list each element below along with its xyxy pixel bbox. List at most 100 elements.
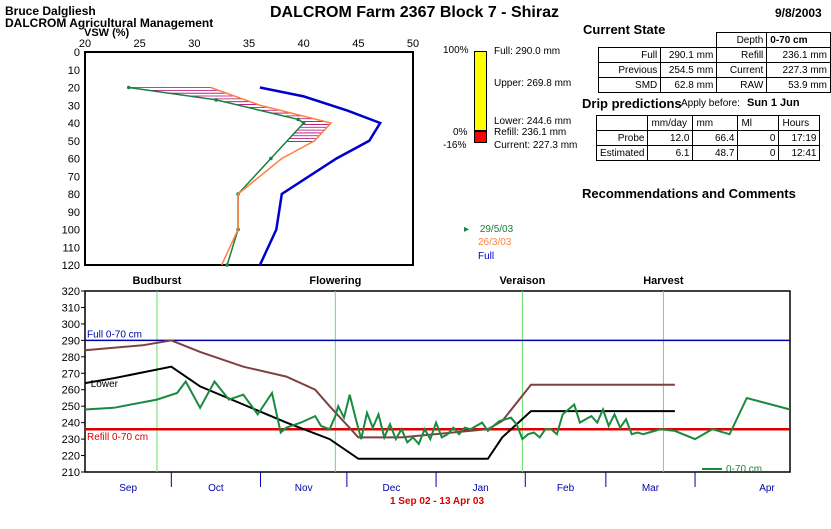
soil-profile-chart: VSW (%) 20 25 30 35 40 45 50 0 10 20 30 40 50 60 70 80… <box>62 27 419 272</box>
recommendations-heading: Recommendations and Comments <box>582 186 796 201</box>
profile-series-line <box>258 86 383 266</box>
y-tick-label: 300 <box>62 319 80 331</box>
month-label: Sep <box>119 483 137 494</box>
gauge-upper-label: Upper: 269.8 mm <box>494 78 572 89</box>
depth-label: Depth <box>716 32 768 48</box>
state-value: 236.1 mm <box>766 47 831 63</box>
y-tick-label: 80 <box>68 189 80 201</box>
gauge-lower-label: Lower: 244.6 mm <box>494 116 572 127</box>
state-label: Current <box>716 62 768 78</box>
gauge-deficit-zone <box>474 131 487 143</box>
profile-x-ticks: 20 25 30 35 40 45 50 <box>79 38 419 50</box>
page-title: DALCROM Farm 2367 Block 7 - Shiraz <box>270 4 559 21</box>
profile-series-line <box>210 86 333 266</box>
row-label: Estimated <box>595 145 649 161</box>
legend-marker-icon: ▸ <box>464 224 470 235</box>
current-state-heading: Current State <box>583 22 666 37</box>
state-label: Refill <box>716 47 768 63</box>
organisation-name: DALCROM Agricultural Management <box>5 16 214 30</box>
event-label: Budburst <box>132 275 181 287</box>
y-tick-label: 70 <box>68 171 80 183</box>
series-label: Lower <box>91 379 119 390</box>
profile-point <box>214 98 218 102</box>
month-label: Dec <box>383 483 401 494</box>
month-label: Apr <box>759 483 775 494</box>
timeseries-series: Lower <box>84 339 791 460</box>
drip-predictions-heading: Drip predictions <box>582 96 682 111</box>
x-tick-label: 45 <box>352 38 364 50</box>
timeseries-plot-frame <box>84 290 791 473</box>
reference-label: Full 0-70 cm <box>87 329 142 340</box>
drip-cell: 0 <box>737 145 780 161</box>
profile-hatch <box>128 87 330 142</box>
report-date: 9/8/2003 <box>775 6 822 20</box>
column-header: Ml <box>737 115 780 131</box>
x-tick-label: 20 <box>79 38 91 50</box>
drip-cell: 48.7 <box>692 145 739 161</box>
profile-point <box>296 117 301 122</box>
state-value: 290.1 mm <box>660 47 718 63</box>
depth-value: 0-70 cm <box>766 32 831 48</box>
state-label: RAW <box>716 77 768 93</box>
state-value: 62.8 mm <box>660 77 718 93</box>
gauge-pct-bottom: -16% <box>443 140 467 151</box>
gauge-current-label: Current: 227.3 mm <box>494 140 578 151</box>
drip-cell: 12:41 <box>778 145 821 161</box>
date-range-label: 1 Sep 02 - 13 Apr 03 <box>390 496 485 507</box>
y-tick-label: 250 <box>62 401 80 413</box>
y-tick-label: 320 <box>62 286 80 298</box>
state-label: SMD <box>597 77 662 93</box>
y-tick-label: 90 <box>68 207 80 219</box>
profile-point <box>301 121 306 125</box>
timeseries-line <box>84 379 791 446</box>
y-tick-label: 120 <box>62 260 80 272</box>
user-name: Bruce Dalgliesh <box>5 4 96 18</box>
event-label: Harvest <box>643 275 684 287</box>
y-tick-label: 280 <box>62 352 80 364</box>
apply-before-date: Sun 1 Jun <box>747 97 800 109</box>
y-tick-label: 110 <box>62 242 80 254</box>
state-value: 254.5 mm <box>660 62 718 78</box>
column-header: mm/day <box>647 115 694 131</box>
apply-before-label: Apply before: <box>681 98 740 109</box>
x-tick-label: 25 <box>134 38 146 50</box>
legend-item-previous-reading: 26/3/03 <box>478 237 512 248</box>
y-tick-label: 60 <box>68 154 80 166</box>
soil-water-timeseries-chart: 210 220 230 240 250 260 270 280 290 300 310 320 Bud… <box>62 275 791 507</box>
gauge-full-label: Full: 290.0 mm <box>494 46 561 57</box>
y-tick-label: 210 <box>62 467 80 479</box>
y-tick-label: 30 <box>68 100 80 112</box>
timeseries-y-ticks: 210 220 230 240 250 260 270 280 290 300 310 320 <box>62 286 85 479</box>
timeseries-line <box>84 365 675 460</box>
drip-predictions-table: mm/day mm Ml Hours Probe 12.0 66.4 0 17:… <box>595 115 821 161</box>
drip-cell: 17:19 <box>778 130 821 146</box>
month-label: Mar <box>642 483 660 494</box>
profile-x-axis-label: VSW (%) <box>84 27 130 39</box>
timeseries-line <box>84 339 675 439</box>
reference-label: Refill 0-70 cm <box>87 432 148 443</box>
legend-item-probe-reading: ▸ 29/5/03 <box>464 224 513 235</box>
drip-cell: 12.0 <box>647 130 694 146</box>
x-tick-label: 40 <box>298 38 310 50</box>
gauge-refill-label: Refill: 236.1 mm <box>494 127 567 138</box>
current-state-table: Depth 0-70 cm Full 290.1 mm Refill 236.1… <box>597 32 831 93</box>
legend-item-full: Full <box>478 251 495 262</box>
month-label: Jan <box>473 483 489 494</box>
state-label: Full <box>597 47 662 63</box>
month-label: Nov <box>295 483 313 494</box>
profile-series <box>126 85 383 267</box>
blank-cell <box>595 115 649 131</box>
month-label: Feb <box>557 483 575 494</box>
drip-cell: 0 <box>737 130 780 146</box>
y-tick-label: 310 <box>62 302 80 314</box>
month-label: Oct <box>208 483 224 494</box>
month-axis: Sep Oct Nov Dec Jan Feb Mar Apr <box>119 472 775 494</box>
legend-label: 29/5/03 <box>479 224 514 235</box>
y-tick-label: 270 <box>62 368 80 380</box>
state-label: Previous <box>597 62 662 78</box>
x-tick-label: 30 <box>188 38 200 50</box>
drip-cell: 6.1 <box>647 145 694 161</box>
row-label: Probe <box>595 130 649 146</box>
reference-lines: Full 0-70 cm Refill 0-70 cm <box>85 329 790 443</box>
column-header: mm <box>692 115 739 131</box>
